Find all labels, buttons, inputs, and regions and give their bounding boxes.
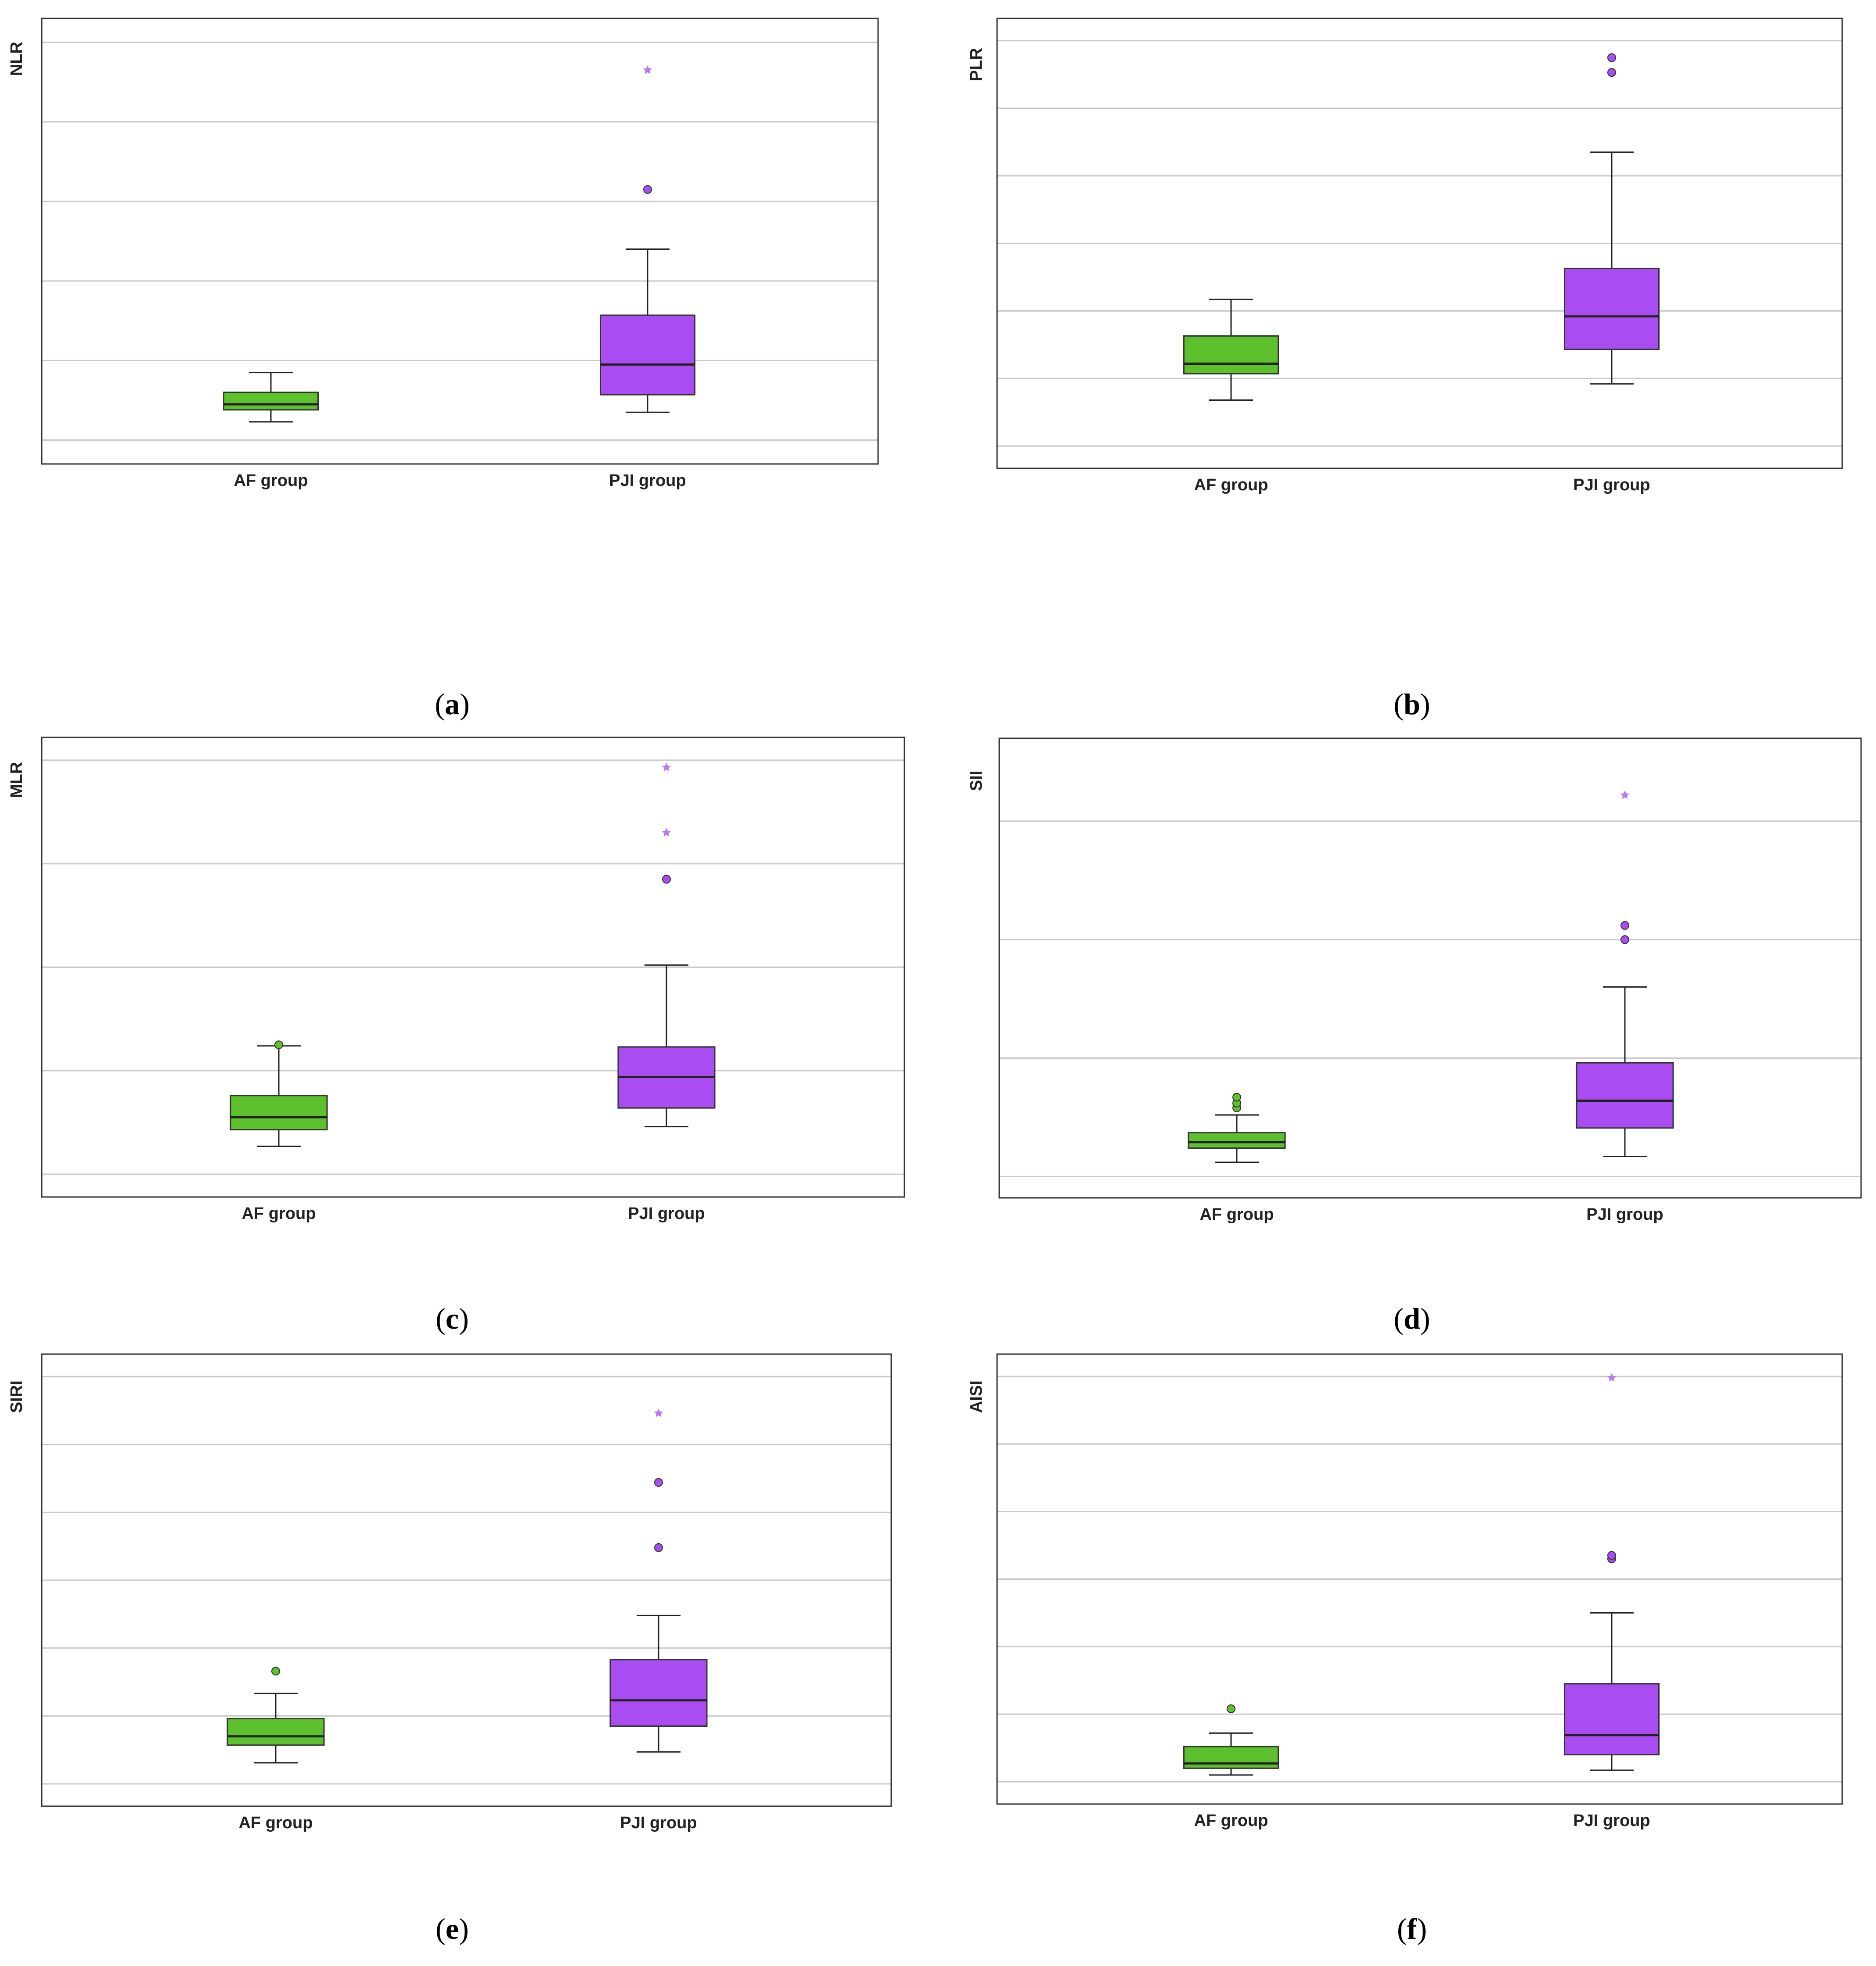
panel-letter-b: b: [1404, 687, 1420, 721]
outlier-af: [1227, 1704, 1235, 1713]
x-tick-label-af: AF group: [234, 471, 308, 490]
chart-panel-d: SII AF group PJI group: [967, 737, 1862, 1224]
box-pji: [1576, 1062, 1674, 1129]
x-tick-label-af: AF group: [1194, 1811, 1268, 1830]
y-axis-label: SII: [967, 771, 986, 791]
x-tick-label-af: AF group: [242, 1204, 316, 1223]
y-axis-label: AISI: [967, 1380, 986, 1413]
x-tick-label-pji: PJI group: [620, 1814, 697, 1832]
box-af: [1183, 1746, 1279, 1769]
outlier-pji: [1607, 53, 1616, 62]
panel-caption-a: (a): [435, 687, 470, 721]
panel-caption-e: (e): [436, 1912, 469, 1945]
panel-caption-c: (c): [436, 1302, 469, 1335]
panel-letter-c: c: [445, 1302, 459, 1335]
extreme-pji: [643, 65, 652, 74]
extreme-pji: [662, 827, 671, 837]
extreme-pji: [1620, 790, 1630, 799]
chart-panel-c: MLR AF group PJI group: [7, 737, 905, 1223]
chart-panel-e: SIRI AF group PJI group: [7, 1353, 892, 1832]
extreme-pji: [654, 1408, 663, 1417]
outlier-pji: [654, 1478, 663, 1487]
panel-letter-f: f: [1407, 1912, 1417, 1945]
panel-caption-b: (b): [1393, 687, 1430, 721]
x-tick-label-pji: PJI group: [628, 1204, 705, 1223]
outlier-pji: [654, 1543, 663, 1552]
outlier-pji: [662, 875, 671, 884]
plot-frame: [998, 737, 1862, 1199]
extreme-pji: [662, 762, 671, 772]
panel-letter-a: a: [445, 687, 460, 721]
x-tick-label-af: AF group: [1194, 476, 1268, 494]
chart-panel-b: PLR AF group PJI group: [967, 18, 1843, 494]
plot-frame: [996, 1353, 1843, 1805]
chart-panel-a: NLR AF group PJI group: [7, 18, 879, 490]
plot-area: [42, 18, 878, 464]
x-tick-label-af: AF group: [1200, 1205, 1274, 1224]
box-af: [1188, 1132, 1286, 1149]
y-axis-label: SIRI: [7, 1380, 26, 1413]
chart-panel-f: AISI AF group PJI group: [967, 1353, 1843, 1830]
extreme-pji: [1607, 1373, 1617, 1382]
outlier-pji: [1607, 68, 1616, 77]
outlier-pji: [1620, 935, 1629, 944]
box-af: [223, 392, 319, 411]
y-axis-label: PLR: [967, 48, 986, 81]
outlier-af: [274, 1040, 283, 1049]
panel-letter-e: e: [445, 1912, 459, 1945]
panel-caption-d: (d): [1393, 1302, 1430, 1335]
plot-frame: [41, 1353, 892, 1807]
outlier-pji: [1620, 921, 1629, 930]
x-tick-label-pji: PJI group: [1586, 1205, 1663, 1224]
plot-frame: [41, 737, 905, 1198]
box-af: [230, 1095, 328, 1131]
outlier-pji: [643, 185, 652, 194]
box-pji: [1564, 1683, 1660, 1756]
box-pji: [600, 314, 695, 395]
plot-frame: [41, 18, 879, 465]
panel-caption-f: (f): [1397, 1912, 1427, 1945]
y-axis-label: MLR: [7, 762, 26, 798]
box-af: [1183, 335, 1279, 375]
panel-letter-d: d: [1404, 1302, 1420, 1335]
plot-frame: [996, 18, 1843, 469]
outlier-af: [1232, 1093, 1241, 1102]
y-axis-label: NLR: [7, 42, 26, 76]
x-tick-label-pji: PJI group: [1573, 1811, 1650, 1830]
x-tick-label-pji: PJI group: [609, 471, 686, 490]
outlier-af: [271, 1667, 280, 1676]
box-pji: [609, 1659, 708, 1727]
x-tick-label-af: AF group: [239, 1814, 313, 1832]
plot-area: [999, 738, 1861, 1198]
x-tick-label-pji: PJI group: [1573, 476, 1650, 494]
box-af: [227, 1718, 325, 1746]
box-pji: [1564, 267, 1660, 350]
outlier-pji: [1607, 1551, 1616, 1560]
